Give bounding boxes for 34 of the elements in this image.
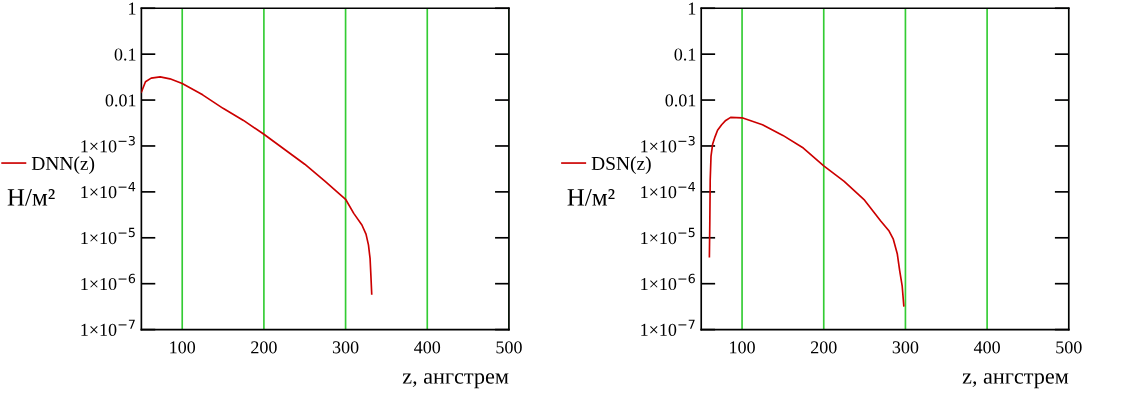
y-tick-label: 0.1: [114, 48, 136, 61]
y-tick-label: 1×10$^{−6}$: [641, 273, 695, 291]
x-tick-label: 300: [892, 341, 919, 354]
y-tick-label: 1×10$^{−5}$: [81, 227, 135, 245]
y-tick-label: 1×10$^{−3}$: [641, 135, 695, 153]
y-tick-label: 1×10$^{−3}$: [81, 135, 135, 153]
x-axis-title: z, ангстрем: [962, 373, 1069, 389]
legend-label: DSN(z): [591, 156, 651, 174]
x-tick-label: 400: [973, 341, 1000, 354]
y-tick-label: 1×10$^{−7}$: [641, 319, 695, 336]
y-tick-label: 1×10$^{−7}$: [81, 319, 135, 336]
x-tick-label: 200: [251, 341, 277, 354]
y-tick-label: 0.1: [674, 48, 696, 61]
x-tick-label: 400: [414, 341, 441, 354]
x-tick-label: 100: [170, 341, 196, 354]
y-tick-label: 1×10$^{−6}$: [81, 273, 136, 291]
x-tick-label: 200: [811, 341, 837, 354]
y-tick-label: 0.01: [665, 94, 696, 107]
line-series: [708, 116, 905, 307]
y-tick-label: 1×10$^{−4}$: [641, 181, 696, 199]
x-tick-label: 500: [496, 341, 522, 354]
legend-label: DNN(z): [31, 156, 95, 174]
y-axis-title: Н/м²: [7, 189, 55, 206]
y-tick-label: 1×10$^{−4}$: [81, 181, 136, 199]
x-tick-label: 500: [1056, 341, 1082, 354]
x-tick-label: 300: [332, 341, 359, 354]
x-axis-title: z, ангстрем: [402, 373, 509, 389]
line-series: [141, 76, 373, 295]
y-tick-label: 1: [688, 2, 696, 15]
y-axis-title: Н/м²: [567, 189, 615, 206]
y-tick-label: 1: [129, 2, 136, 15]
y-tick-label: 0.01: [105, 94, 136, 107]
y-tick-label: 1×10$^{−5}$: [641, 227, 695, 245]
x-tick-label: 100: [730, 341, 755, 354]
